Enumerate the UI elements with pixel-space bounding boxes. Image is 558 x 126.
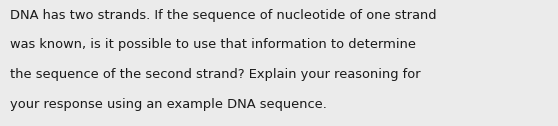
Text: the sequence of the second strand? Explain your reasoning for: the sequence of the second strand? Expla… (10, 68, 421, 81)
Text: was known, is it possible to use that information to determine: was known, is it possible to use that in… (10, 38, 416, 51)
Text: DNA has two strands. If the sequence of nucleotide of one strand: DNA has two strands. If the sequence of … (10, 9, 436, 22)
Text: your response using an example DNA sequence.: your response using an example DNA seque… (10, 98, 327, 111)
